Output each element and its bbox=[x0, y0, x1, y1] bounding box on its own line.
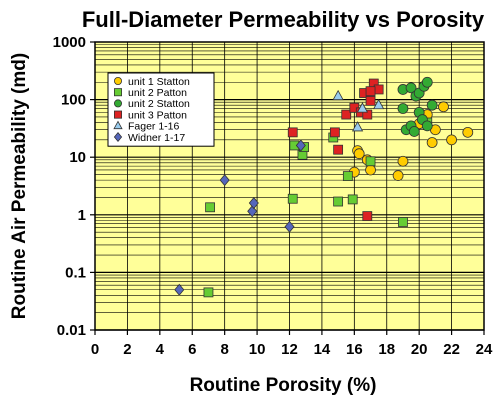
legend-marker bbox=[114, 99, 123, 108]
data-point bbox=[347, 194, 358, 205]
x-tick-label: 18 bbox=[378, 341, 395, 358]
gridlines bbox=[95, 42, 484, 331]
chart-title: Full-Diameter Permeability vs Porosity bbox=[82, 7, 485, 32]
data-point bbox=[426, 99, 438, 111]
x-tick-label: 22 bbox=[443, 341, 460, 358]
legend-label: unit 2 Statton bbox=[128, 98, 190, 110]
data-point bbox=[365, 86, 376, 97]
data-point bbox=[397, 103, 409, 114]
data-point bbox=[438, 101, 449, 113]
data-point bbox=[287, 193, 298, 204]
data-point bbox=[284, 220, 295, 233]
plot-border bbox=[94, 41, 485, 331]
x-tick-label: 14 bbox=[314, 341, 331, 358]
data-point bbox=[397, 155, 409, 167]
data-point bbox=[421, 120, 433, 132]
x-tick-label: 10 bbox=[249, 341, 266, 358]
data-point bbox=[333, 196, 344, 207]
y-axis-label: Routine Air Permeability (md) bbox=[9, 53, 30, 319]
legend-marker bbox=[114, 88, 123, 97]
data-point bbox=[295, 139, 306, 152]
data-point bbox=[426, 137, 438, 148]
data-points bbox=[174, 76, 474, 298]
data-point bbox=[333, 144, 344, 155]
x-tick-label: 6 bbox=[188, 341, 196, 358]
legend-label: unit 1 Statton bbox=[128, 76, 190, 88]
legend-marker bbox=[113, 120, 123, 130]
data-point bbox=[219, 174, 230, 187]
data-point bbox=[408, 126, 420, 137]
data-point bbox=[362, 109, 373, 120]
data-point bbox=[332, 89, 344, 101]
x-tick-label: 12 bbox=[281, 341, 298, 358]
y-tick-label: 10 bbox=[69, 149, 86, 166]
y-tick-label: 0.1 bbox=[65, 264, 86, 281]
data-point bbox=[329, 127, 340, 138]
legend-marker bbox=[113, 132, 123, 142]
y-axis-ticks: 0.01 0.1 1 10 100 1000 bbox=[53, 34, 95, 339]
data-point bbox=[341, 109, 352, 120]
data-point bbox=[353, 148, 365, 160]
x-tick-label: 24 bbox=[476, 341, 493, 358]
legend-label: Widner 1-17 bbox=[128, 132, 185, 144]
data-point bbox=[446, 134, 457, 146]
y-tick-label: 100 bbox=[61, 92, 86, 109]
legend-label: Fager 1-16 bbox=[128, 121, 180, 133]
data-point bbox=[373, 84, 384, 95]
data-point bbox=[205, 202, 215, 213]
data-point bbox=[342, 171, 353, 181]
y-tick-label: 1000 bbox=[53, 34, 86, 51]
x-tick-label: 2 bbox=[123, 341, 131, 358]
data-point bbox=[405, 82, 417, 94]
data-point bbox=[398, 217, 408, 227]
data-point bbox=[203, 287, 214, 298]
data-point bbox=[365, 164, 376, 176]
y-tick-label: 1 bbox=[78, 207, 86, 224]
legend-marker bbox=[114, 77, 123, 86]
x-tick-label: 16 bbox=[346, 341, 363, 358]
data-point bbox=[362, 211, 373, 221]
data-point bbox=[248, 197, 259, 210]
data-point bbox=[462, 126, 474, 138]
legend-label: unit 3 Patton bbox=[128, 109, 187, 121]
y-tick-label: 0.01 bbox=[57, 322, 86, 339]
data-point bbox=[287, 127, 298, 138]
data-point bbox=[365, 156, 376, 167]
legend-label: unit 2 Patton bbox=[128, 87, 187, 99]
data-point bbox=[174, 283, 185, 296]
x-axis-label: Routine Porosity (%) bbox=[190, 375, 377, 396]
data-point bbox=[421, 76, 433, 88]
legend-marker bbox=[114, 110, 123, 119]
x-tick-label: 0 bbox=[91, 341, 99, 358]
x-tick-label: 4 bbox=[156, 341, 165, 358]
data-point bbox=[373, 98, 385, 110]
data-point bbox=[247, 205, 258, 218]
x-tick-label: 8 bbox=[220, 341, 228, 358]
x-axis-ticks: 0 2 4 6 8 10 12 14 16 18 20 22 24 bbox=[91, 330, 493, 358]
x-tick-label: 20 bbox=[411, 341, 428, 358]
data-point bbox=[351, 121, 364, 132]
legend-box bbox=[107, 72, 215, 147]
data-point bbox=[356, 102, 369, 113]
data-point bbox=[365, 95, 376, 106]
data-point bbox=[392, 170, 404, 181]
